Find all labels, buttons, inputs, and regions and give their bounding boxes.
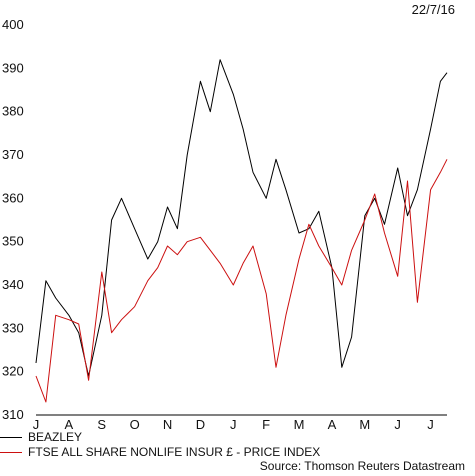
- y-tick-label: 400: [2, 17, 24, 32]
- y-tick-label: 330: [2, 320, 24, 335]
- chart-date: 22/7/16: [411, 2, 455, 17]
- x-tick-label: M: [294, 417, 305, 430]
- y-tick-label: 350: [2, 234, 24, 249]
- legend-label-beazley: BEAZLEY: [28, 430, 83, 444]
- x-tick-label: F: [262, 417, 270, 430]
- x-tick-label: S: [97, 417, 106, 430]
- series-line-ftse: [35, 159, 448, 403]
- y-tick-label: 390: [2, 60, 24, 75]
- y-tick-label: 340: [2, 277, 24, 292]
- x-tick-label: D: [196, 417, 205, 430]
- x-tick-label: J: [33, 417, 40, 430]
- x-tick-label: J: [230, 417, 237, 430]
- y-tick-label: 320: [2, 364, 24, 379]
- line-chart: 310 320 330 340 350 360 370 380 390 400 J A S O N D J F M…: [2, 17, 448, 430]
- y-tick-label: 370: [2, 147, 24, 162]
- legend-swatch-black: [0, 437, 22, 439]
- series-line-beazley: [35, 59, 448, 377]
- y-tick-label: 360: [2, 190, 24, 205]
- series-layer: [35, 59, 448, 403]
- y-axis: 310 320 330 340 350 360 370 380 390 400: [2, 17, 24, 422]
- legend-swatch-red: [0, 452, 22, 454]
- x-tick-label: A: [328, 417, 337, 430]
- legend-item-ftse: FTSE ALL SHARE NONLIFE INSUR £ - PRICE I…: [0, 445, 320, 459]
- x-tick-label: J: [394, 417, 401, 430]
- y-tick-label: 310: [2, 407, 24, 422]
- x-tick-label: A: [65, 417, 74, 430]
- y-tick-label: 380: [2, 104, 24, 119]
- source-note: Source: Thomson Reuters Datastream: [259, 459, 465, 473]
- legend-item-beazley: BEAZLEY: [0, 430, 82, 444]
- x-tick-label: M: [359, 417, 370, 430]
- x-tick-label: J: [427, 417, 434, 430]
- x-tick-label: O: [130, 417, 140, 430]
- x-tick-label: N: [163, 417, 172, 430]
- legend-label-ftse: FTSE ALL SHARE NONLIFE INSUR £ - PRICE I…: [28, 445, 321, 459]
